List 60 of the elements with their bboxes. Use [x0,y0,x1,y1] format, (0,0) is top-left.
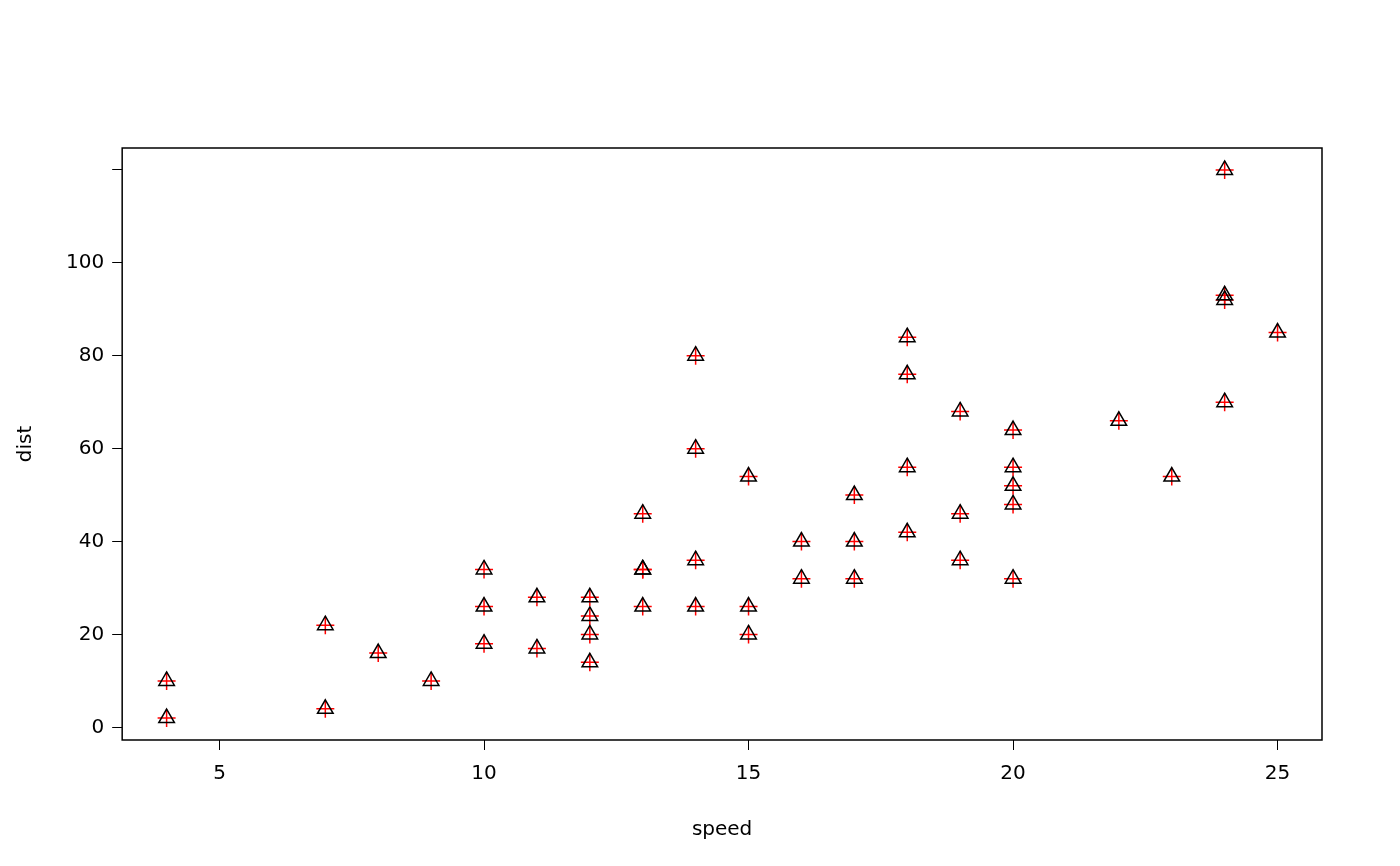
point [634,503,652,519]
x-tick-label: 20 [1000,760,1026,785]
point [475,634,493,649]
point [951,503,969,519]
point [581,587,599,603]
y-tick-label: 80 [78,341,105,366]
point [1162,466,1182,487]
point [685,596,706,617]
y-tick-label: 40 [78,527,105,552]
point [1004,494,1022,510]
point [1004,568,1022,584]
point [687,596,705,612]
point [844,531,865,552]
y-tick-label: 60 [78,434,105,459]
point [475,559,493,575]
point [951,401,969,417]
point [792,568,810,584]
point [1269,322,1287,338]
point [739,596,758,612]
point [581,624,599,640]
point [897,364,917,385]
x-tick-label: 5 [213,760,226,785]
point [739,466,758,482]
point [898,522,916,538]
point [580,587,600,608]
point [1214,285,1235,306]
point [1267,322,1288,343]
x-tick-label: 15 [735,760,762,785]
point [528,587,546,603]
point [687,438,705,454]
point [474,634,494,654]
x-axis-title: speed [691,816,753,841]
point [581,652,599,668]
point [475,596,493,612]
point [685,345,706,366]
point [845,568,863,584]
point [632,596,653,617]
point [687,345,705,361]
point [738,466,759,487]
point [528,638,546,654]
x-tick-label: 10 [471,760,497,785]
point [792,531,810,547]
point [791,568,812,589]
x-tick-label: 25 [1264,760,1291,785]
y-tick-label: 0 [91,713,105,738]
point [898,364,916,380]
y-axis-title: dist [12,425,37,463]
point [791,531,812,552]
y-tick-label: 20 [78,620,105,645]
y-tick-label: 100 [65,249,105,274]
point [580,652,600,673]
point [1216,285,1234,301]
point [739,624,758,640]
point [685,438,706,459]
point [738,596,759,617]
point [845,531,863,547]
point [634,596,652,612]
point [738,624,759,645]
point [897,522,917,543]
point [1163,466,1181,482]
